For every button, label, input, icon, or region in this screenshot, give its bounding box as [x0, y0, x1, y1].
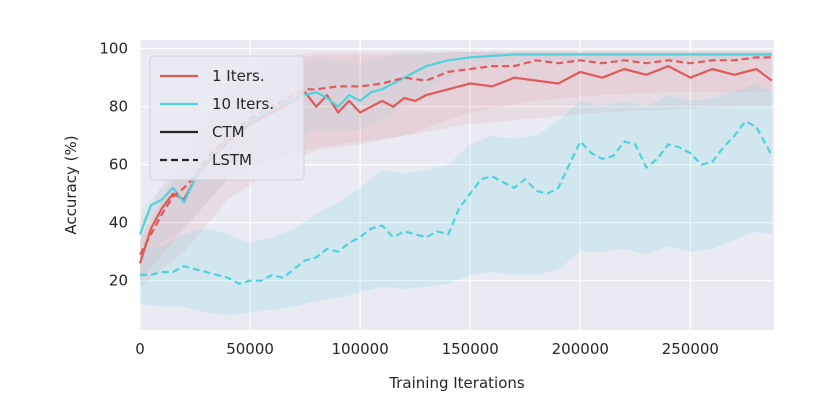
- x-tick-label-1: 50000: [226, 340, 274, 358]
- y-tick-label-3: 80: [109, 98, 128, 116]
- band-10-iters-lstm: [140, 83, 772, 316]
- x-tick-label-5: 250000: [662, 340, 719, 358]
- x-tick-label-4: 200000: [552, 340, 609, 358]
- series-10-iters-lstm: [140, 120, 773, 285]
- legend-label-ctm: CTM: [212, 123, 245, 141]
- y-tick-label-1: 40: [109, 214, 128, 232]
- legend-label-lstm: LSTM: [212, 151, 252, 169]
- y-axis-label: Accuracy (%): [62, 135, 80, 234]
- x-tick-label-2: 100000: [332, 340, 389, 358]
- legend-label-10-iters: 10 Iters.: [212, 95, 274, 113]
- tick-labels: 0 50000 100000 150000 200000 250000 20 40 60 80 10…: [99, 40, 719, 358]
- series-1-iters-lstm: [139, 56, 772, 256]
- y-tick-label-2: 60: [109, 156, 128, 174]
- y-tick-label-0: 20: [109, 272, 128, 290]
- x-tick-label-3: 150000: [442, 340, 499, 358]
- y-tick-label-4: 100: [99, 40, 128, 58]
- legend-label-1-iters: 1 Iters.: [212, 67, 265, 85]
- legend: 1 Iters. 10 Iters. CTM LSTM: [149, 55, 305, 181]
- legend-box: [149, 55, 305, 181]
- x-axis-label: Training Iterations: [388, 374, 525, 392]
- x-tick-label-0: 0: [135, 340, 145, 358]
